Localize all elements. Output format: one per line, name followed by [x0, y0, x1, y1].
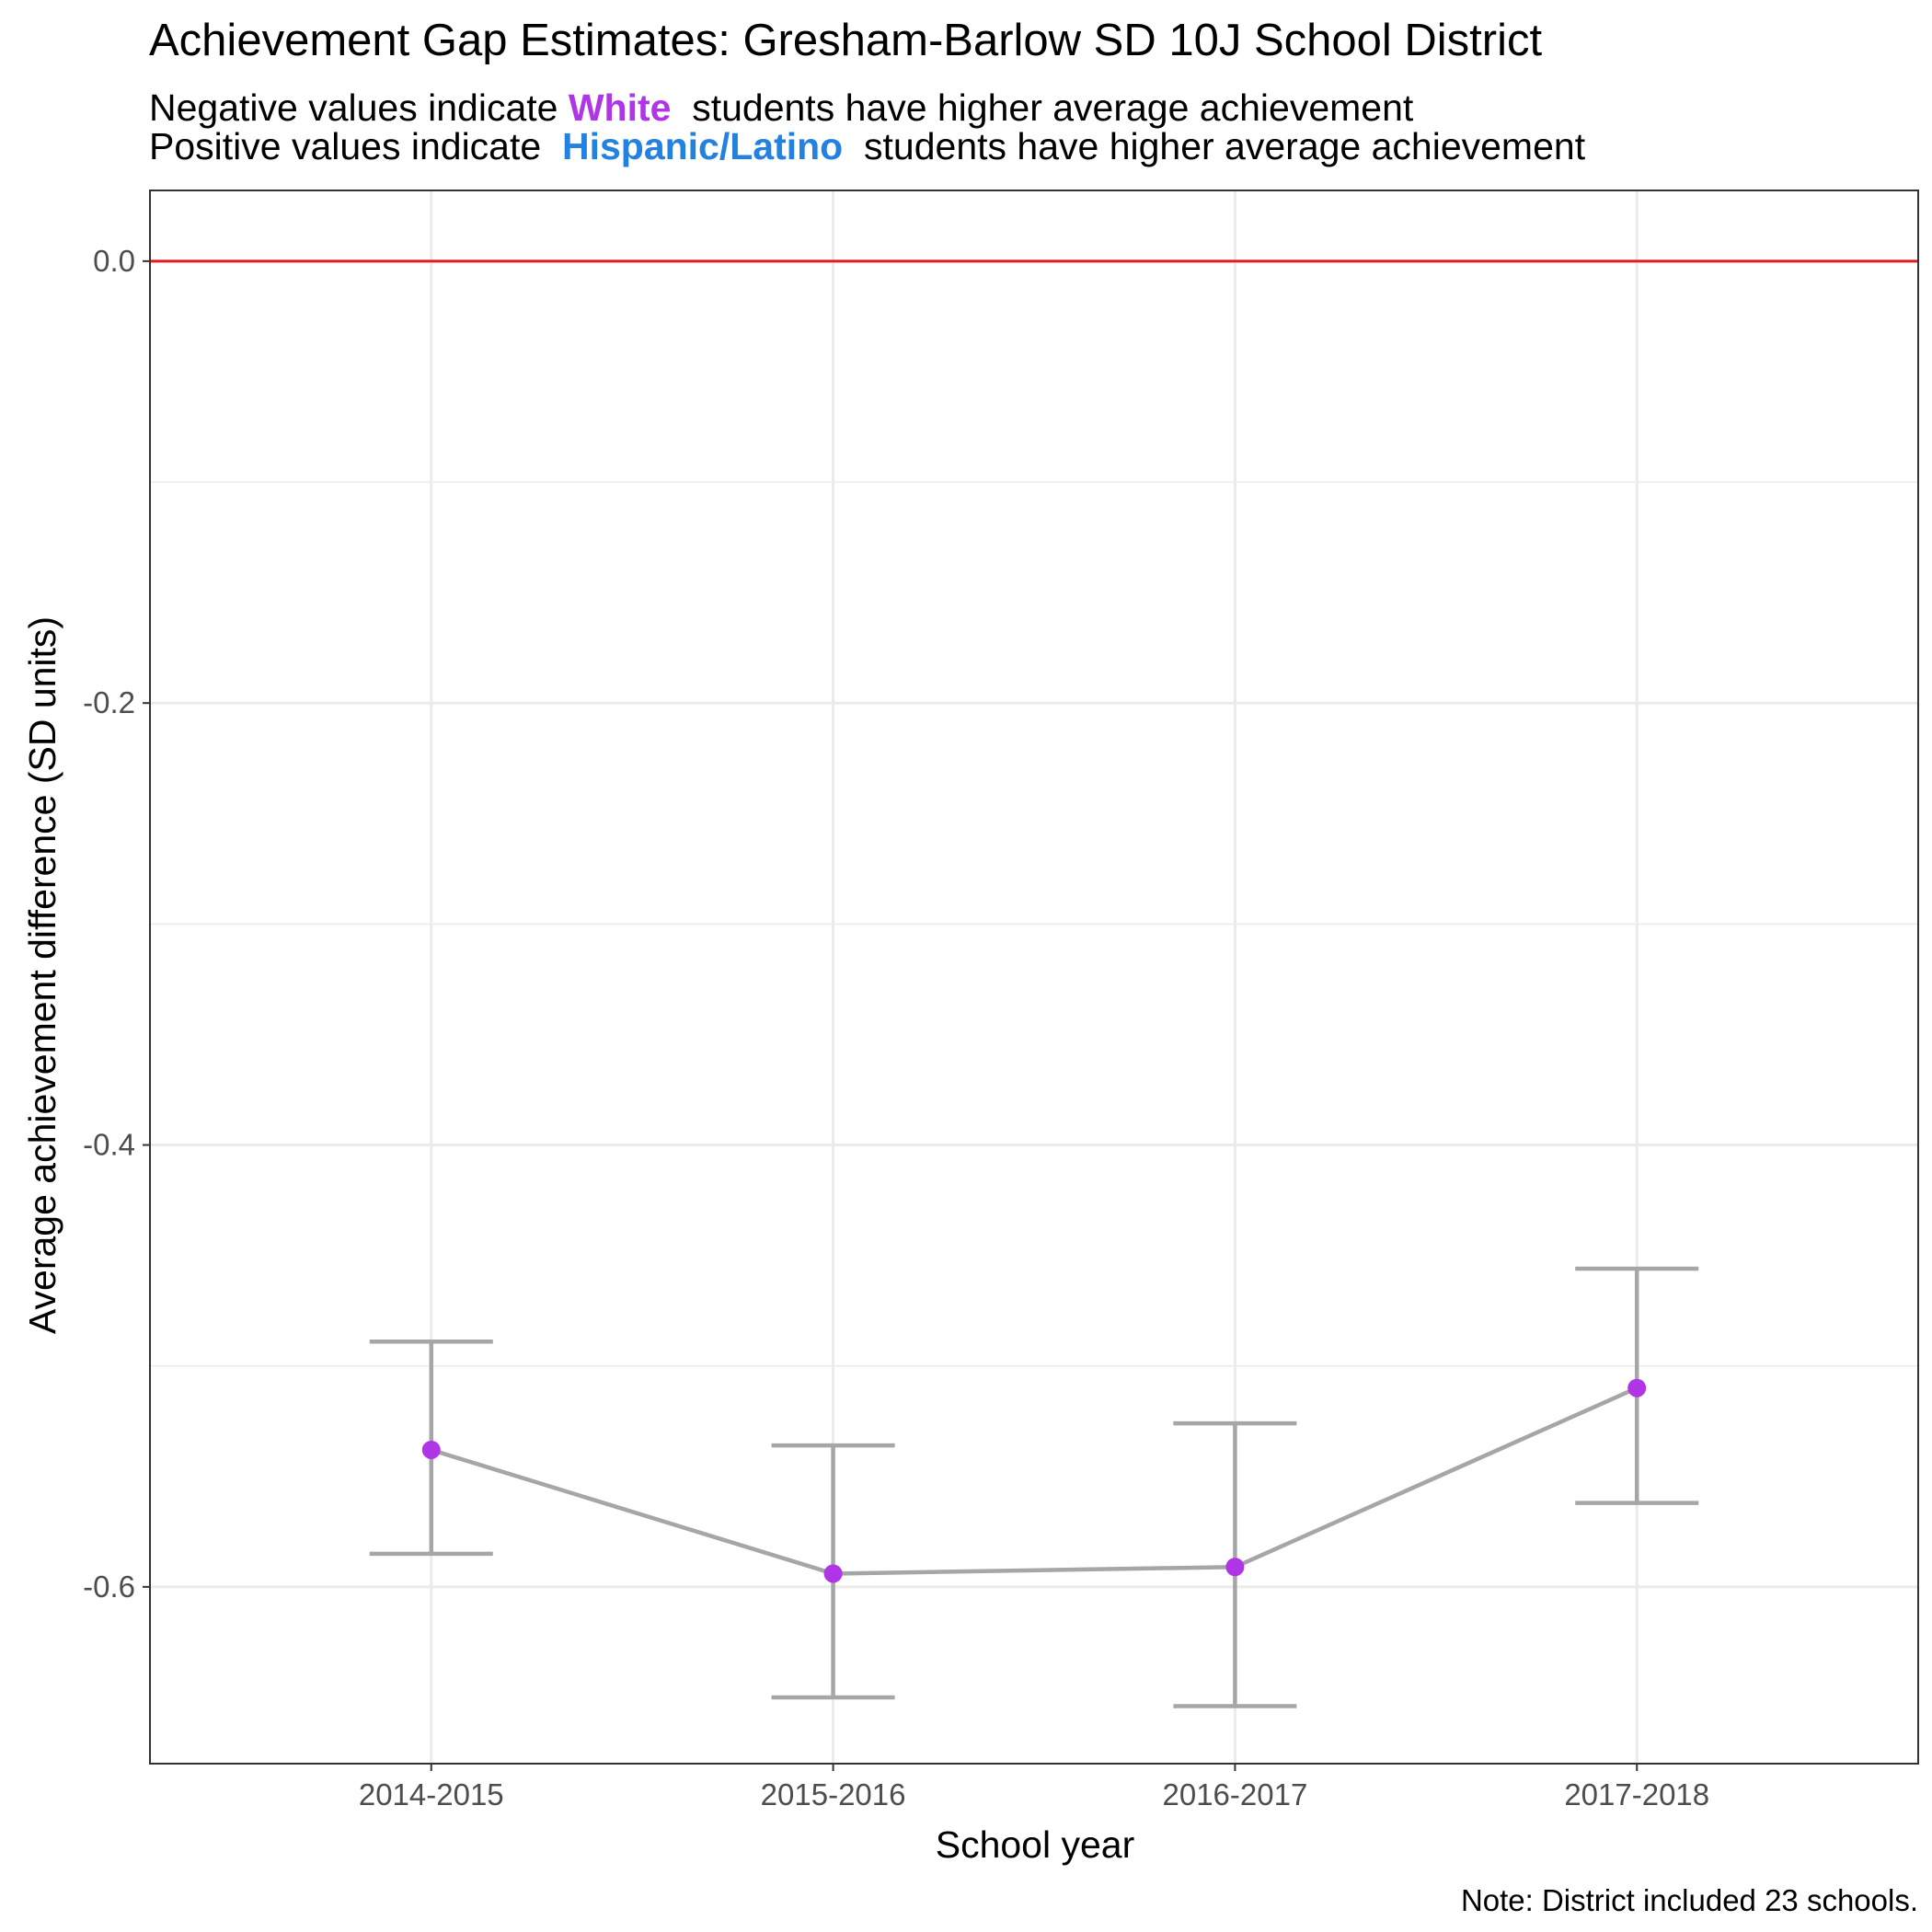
data-point [823, 1564, 843, 1583]
x-axis-title: School year [936, 1823, 1135, 1866]
subtitle-line-2: Positive values indicate Hispanic/Latino… [149, 125, 1586, 167]
x-tick-label: 2017-2018 [1564, 1777, 1709, 1811]
x-tick-label: 2016-2017 [1162, 1777, 1307, 1811]
subtitle-2-suffix: students have higher average achievement [843, 125, 1585, 167]
data-point [1225, 1558, 1245, 1577]
y-axis-title: Average achievement difference (SD units… [21, 616, 63, 1334]
subtitle-hispanic-group: Hispanic/Latino [562, 125, 843, 167]
x-tick-label: 2014-2015 [359, 1777, 504, 1811]
y-tick-label: 0.0 [93, 244, 135, 278]
subtitle-1-prefix: Negative values indicate [149, 86, 569, 129]
series-line [431, 1386, 1639, 1576]
subtitle-1-suffix: students have higher average achievement [671, 86, 1413, 129]
y-tick-label: -0.4 [83, 1128, 135, 1162]
chart-title: Achievement Gap Estimates: Gresham-Barlo… [149, 16, 1542, 65]
panel-background [150, 190, 1918, 1764]
subtitle-white-group: White [569, 86, 672, 129]
subtitle-2-prefix: Positive values indicate [149, 125, 562, 167]
caption-note: Note: District included 23 schools. [1461, 1883, 1918, 1917]
y-tick-label: -0.6 [83, 1570, 135, 1604]
plot-panel [149, 190, 1919, 1765]
panel-border [149, 190, 1919, 1765]
data-point [421, 1440, 441, 1459]
y-tick-label: -0.2 [83, 685, 135, 719]
x-tick-label: 2015-2016 [761, 1777, 906, 1811]
subtitle-line-1: Negative values indicate White students … [149, 86, 1414, 129]
data-point [1627, 1378, 1647, 1397]
